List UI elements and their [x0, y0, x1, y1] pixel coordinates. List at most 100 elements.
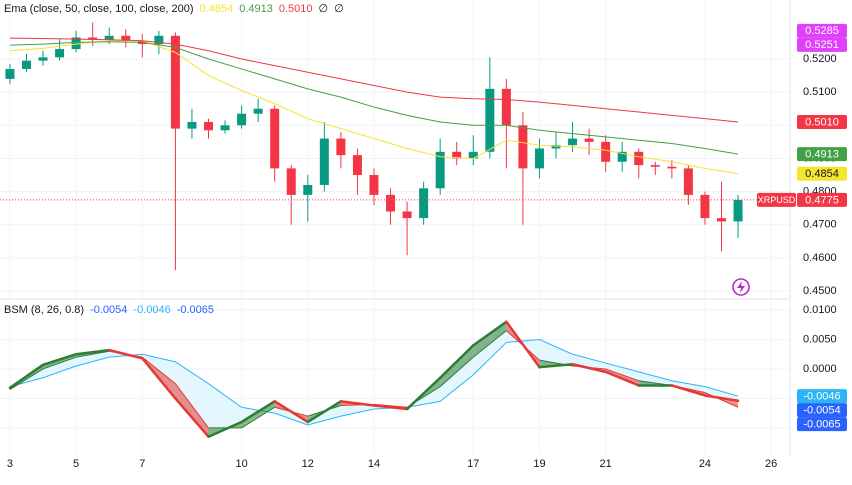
labels: 3 5 7 10 12 14 17 19 21 24 26 0.4500 0.4600 0.4700 0.4… — [4, 3, 847, 470]
candle-body — [601, 141, 611, 162]
price-tag — [797, 23, 847, 38]
price-tag — [797, 147, 847, 162]
x-tick-label: 3 — [7, 458, 13, 470]
price-tag — [797, 114, 847, 129]
slow-line — [175, 383, 209, 429]
band-fill — [473, 321, 507, 358]
candle-body — [733, 199, 743, 222]
x-tick-label: 24 — [699, 458, 711, 470]
symbol-tag — [757, 192, 796, 207]
main-line — [472, 320, 508, 347]
icon-bolt — [737, 281, 745, 293]
candle-body — [154, 35, 164, 45]
candle-body — [419, 188, 429, 219]
main-line — [438, 344, 475, 380]
ema-line — [9, 41, 739, 155]
candle-body — [286, 168, 296, 195]
slow-line — [241, 406, 275, 429]
main-line — [8, 363, 45, 390]
plot — [0, 22, 790, 438]
legend-value: 0.4913 — [239, 3, 273, 15]
candle-body — [534, 148, 544, 169]
candle-body — [452, 151, 462, 159]
main-line — [74, 348, 111, 356]
x-tick-label: 14 — [368, 458, 380, 470]
main-line — [372, 404, 409, 411]
candle-body — [683, 168, 693, 195]
main-line — [273, 400, 310, 424]
legend-title: Ema (close, 50, close, 100, close, 200) — [4, 3, 194, 15]
candle-body — [88, 37, 98, 40]
y-tick-label: 0.4700 — [803, 219, 837, 231]
main-line — [571, 362, 607, 374]
candle-body — [485, 88, 495, 152]
main-line — [505, 320, 541, 369]
slow-line — [605, 368, 639, 382]
candle-body — [270, 108, 280, 169]
x-tick-label: 17 — [467, 458, 479, 470]
grid — [0, 0, 790, 455]
main-line — [207, 420, 243, 438]
slow-line — [141, 356, 176, 385]
slow-line — [42, 356, 77, 370]
x-tick-label: 7 — [139, 458, 145, 470]
main-line — [670, 384, 707, 397]
price-tag-label: 0.4854 — [805, 168, 839, 180]
main-line — [107, 348, 144, 360]
candle-body — [55, 49, 65, 58]
price-tag-label: 0.4913 — [805, 149, 839, 161]
legend-extra: ∅ — [334, 3, 344, 15]
legend-value: 0.4854 — [200, 3, 234, 15]
candle-body — [71, 37, 81, 50]
candle-body — [170, 35, 180, 129]
slow-line — [704, 392, 739, 408]
candle-body — [584, 138, 594, 142]
x-tick-label: 10 — [235, 458, 247, 470]
price-tag — [797, 166, 847, 181]
price-tag-label: 0.5251 — [805, 39, 839, 51]
x-tick-label: 21 — [600, 458, 612, 470]
price-tag — [797, 417, 847, 432]
y-tick-label: 0.0000 — [803, 363, 837, 375]
candle-body — [336, 138, 346, 156]
y-tick-label: 0.5100 — [803, 86, 837, 98]
y-tick-label: 0.4500 — [803, 285, 837, 297]
legend-value: -0.0065 — [177, 304, 214, 316]
main-line — [339, 400, 376, 407]
band-fill — [175, 383, 209, 437]
x-tick-label: 19 — [533, 458, 545, 470]
candle-body — [435, 151, 445, 189]
slow-line — [439, 356, 474, 388]
x-tick-label: 12 — [302, 458, 314, 470]
indicator-title: BSM (8, 26, 0.8) — [4, 304, 84, 316]
candle-body — [38, 57, 48, 61]
candle-body — [568, 138, 578, 146]
legend-value: -0.0054 — [90, 304, 127, 316]
main-line — [174, 397, 210, 438]
main-line — [604, 370, 641, 387]
price-tag — [797, 389, 847, 404]
candle-body — [386, 194, 396, 212]
icon-ring — [732, 278, 750, 296]
price-tag — [797, 403, 847, 418]
alert-icon[interactable] — [732, 278, 750, 296]
candle-body — [21, 60, 31, 69]
candle-body — [253, 108, 263, 114]
main-line — [538, 362, 574, 369]
y-tick-label: 0.4600 — [803, 252, 837, 264]
candle-body — [121, 35, 131, 41]
candle-body — [369, 175, 379, 195]
candle-body — [617, 151, 627, 162]
price-tag-label: -0.0065 — [803, 418, 840, 430]
candle-body — [700, 194, 710, 219]
candle-body — [319, 138, 329, 185]
candle-body — [501, 88, 511, 126]
slow-line — [76, 350, 110, 358]
y-tick-label: 0.0050 — [803, 333, 837, 345]
price-tag-label: -0.0046 — [803, 390, 840, 402]
price-tag-label: 0.4775 — [805, 194, 839, 206]
candle-body — [667, 166, 677, 169]
x-tick-label: 5 — [73, 458, 79, 470]
